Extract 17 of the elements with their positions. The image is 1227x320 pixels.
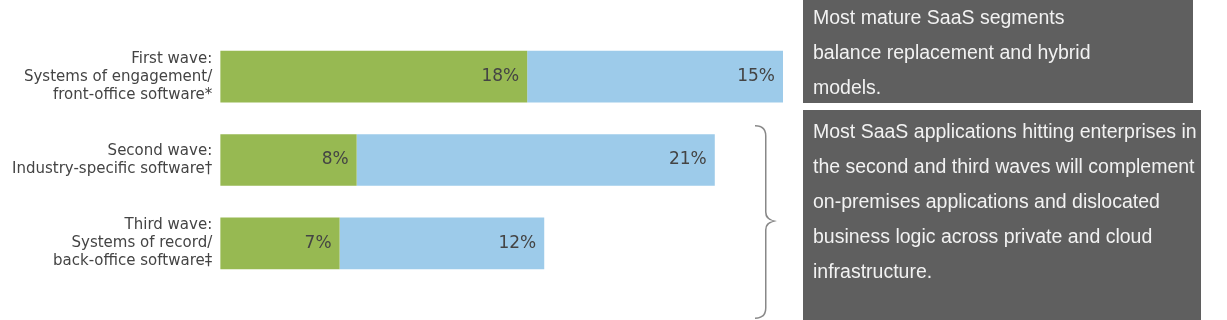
bar [356,134,715,186]
text: Most SaaS applications hitting enterprises in the second and third waves will complement on-premises applications and dislocated business logic across private and cloud infrastructure. [803,110,1201,320]
bar [527,50,783,103]
bar [220,134,357,186]
data-label: 15% [737,65,775,86]
data-label: 18% [481,65,520,86]
data-label: 7% [304,231,332,252]
text: Most mature SaaS segments balance replacement and hybrid models. [803,0,1193,103]
y-tick-label: Third wave: Systems of record/ back-office software‡ [53,215,214,270]
data-label: 21% [668,148,707,169]
y-tick-label: First wave: Systems of engagement/ front-office software* [23,48,214,103]
bar [339,217,545,270]
data-label: 12% [498,231,537,252]
data-label: 8% [321,148,349,169]
y-tick-label: Second wave: Industry-specific software† [11,140,213,177]
bar [220,217,340,270]
bar [220,50,528,103]
